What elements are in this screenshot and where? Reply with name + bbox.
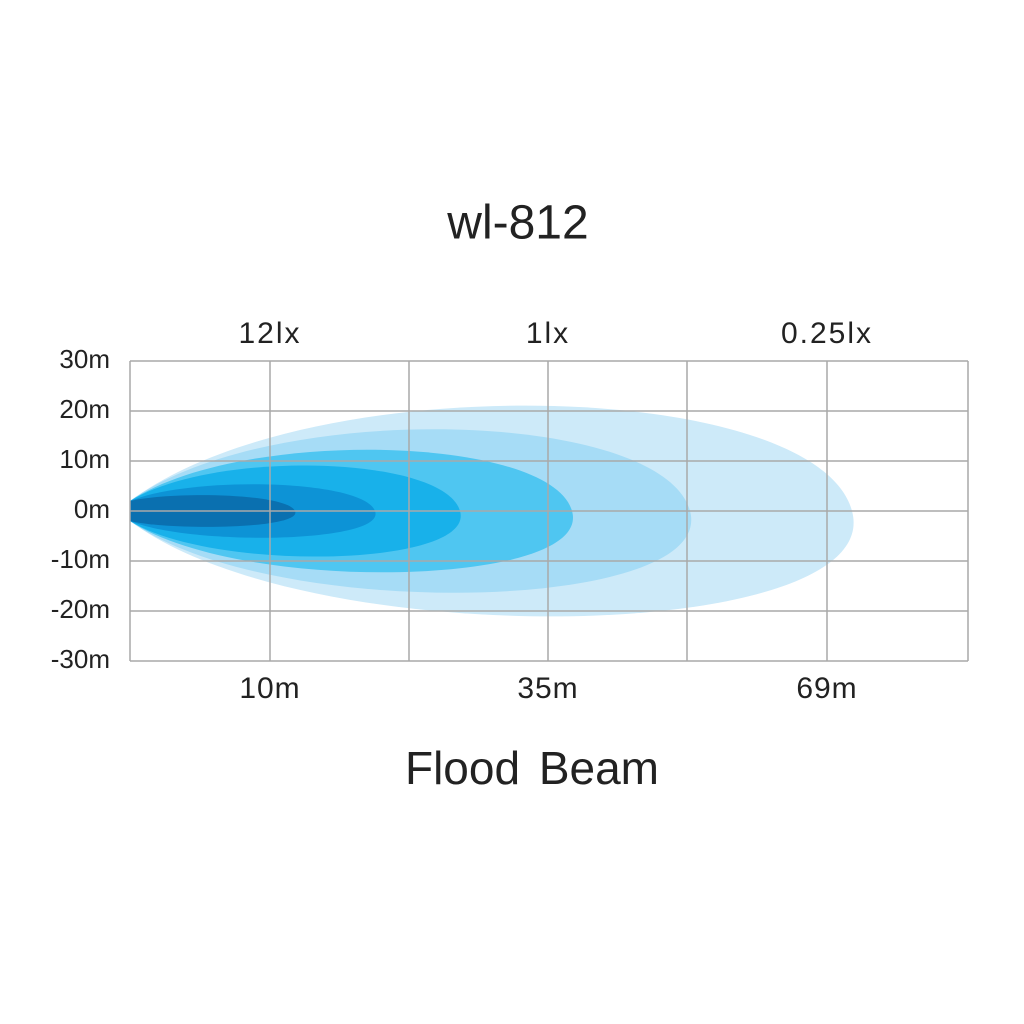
- grid: [129, 360, 969, 662]
- caption: Flood Beam: [405, 742, 659, 794]
- bottom-label: 69m: [796, 672, 857, 705]
- y-label: -10m: [51, 544, 110, 574]
- y-label: 30m: [59, 344, 110, 374]
- title: wl-812: [446, 197, 588, 250]
- top-label: 0.25lx: [781, 317, 873, 350]
- bottom-label: 10m: [239, 672, 300, 705]
- y-label: -20m: [51, 594, 110, 624]
- bottom-label: 35m: [517, 672, 578, 705]
- y-label: 20m: [59, 394, 110, 424]
- labels: 30m 20m 10m 0m -10m -20m -30m 12lx 1lx 0.25lx 10m 3…: [51, 317, 873, 705]
- y-label: -30m: [51, 644, 110, 674]
- y-label: 0m: [74, 494, 110, 524]
- top-label: 12lx: [238, 317, 301, 350]
- y-label: 10m: [59, 444, 110, 474]
- top-label: 1lx: [526, 317, 570, 350]
